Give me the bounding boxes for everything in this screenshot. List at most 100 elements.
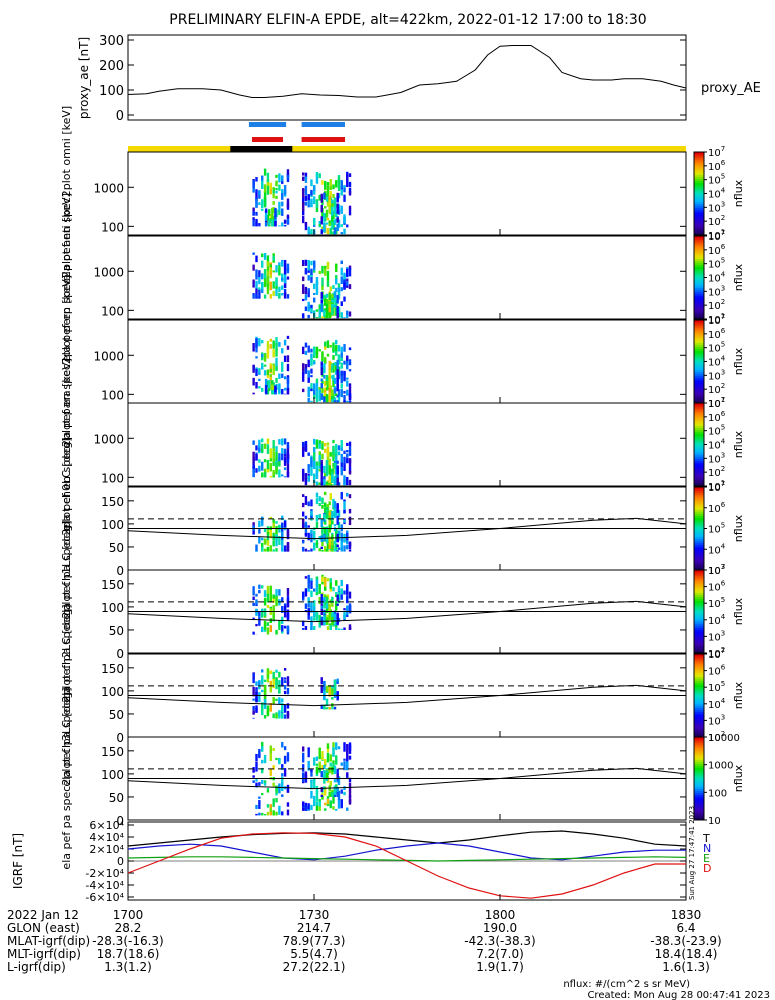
spectrogram-pixel: [269, 686, 272, 693]
colorbar-exponent: 3: [721, 563, 725, 571]
spectrogram-pixel: [255, 199, 258, 208]
spectrogram-pixel: [346, 310, 349, 316]
spectrogram-pixel: [318, 173, 321, 179]
spectrogram-pixel: [301, 764, 305, 772]
spectrogram-pixel: [335, 263, 338, 268]
igrf-ytick-label: -2×10⁴: [85, 867, 124, 880]
colorbar-segment: [694, 316, 704, 320]
colorbar-tick-label: 107: [708, 396, 725, 410]
colorbar-segment: [694, 423, 704, 427]
spectrogram-pixel: [313, 473, 316, 483]
spectrogram-pixel: [255, 381, 258, 389]
colorbar-segment: [694, 191, 704, 194]
spectrogram-pixel: [266, 255, 270, 265]
spectrogram-pixel: [286, 535, 290, 540]
spectrogram-pixel: [304, 259, 308, 266]
indicator-bar-red: [301, 137, 345, 142]
spectrogram-pixel: [324, 507, 327, 518]
spectrogram-pixel: [258, 812, 261, 816]
spectrogram-pixel: [324, 341, 327, 347]
spectrogram-pixel: [269, 462, 272, 472]
colorbar-segment: [694, 463, 704, 466]
colorbar-segment: [694, 369, 704, 373]
spectrogram-pixel: [324, 594, 327, 599]
spectrogram-pixel: [336, 296, 339, 304]
colorbar-segment: [694, 654, 704, 657]
panel-ytick-label: 50: [109, 708, 124, 722]
spectrogram-pixel: [252, 377, 255, 386]
spectrogram-pixel: [304, 444, 308, 452]
spectrogram-pixel: [336, 374, 339, 382]
colorbar-segment: [694, 817, 704, 821]
spectrogram-pixel: [325, 536, 329, 544]
spectrogram-pixel: [304, 267, 308, 275]
indicator-bar-blue: [248, 122, 287, 127]
spectrogram-pixel: [336, 680, 339, 684]
spectrogram-pixel: [304, 221, 308, 226]
spectrogram-pixel: [252, 179, 255, 189]
spectrogram-pixel: [333, 624, 337, 626]
colorbar-segment: [694, 289, 704, 293]
spectrogram-pixel: [337, 598, 341, 604]
colorbar-segment: [694, 342, 704, 346]
spectrogram-pixel: [283, 755, 287, 764]
colorbar-segment: [694, 250, 704, 254]
colorbar-segment: [694, 296, 704, 299]
colorbar-segment: [694, 718, 704, 721]
spectrogram-pixel: [318, 496, 321, 502]
spectrogram-pixel: [252, 293, 255, 297]
spectrogram-pixel: [272, 216, 275, 225]
spectrogram-pixel: [340, 532, 343, 537]
spectrogram-pixel: [333, 540, 337, 544]
spectrogram-pixel: [283, 714, 287, 719]
spectrogram-pixel: [335, 211, 338, 218]
colorbar-segment: [694, 224, 704, 228]
colorbar-segment: [694, 334, 704, 338]
colorbar-segment: [694, 565, 704, 569]
colorbar-segment: [694, 238, 704, 241]
spectrogram-pixel: [266, 627, 270, 635]
colorbar-segment: [694, 436, 704, 439]
spectrogram-pixel: [343, 590, 346, 595]
colorbar-exponent: 2: [721, 382, 725, 390]
colorbar-segment: [694, 774, 704, 777]
colorbar-segment: [694, 662, 704, 665]
spectrogram-pixel: [333, 789, 337, 793]
spectrogram-pixel: [283, 339, 287, 346]
spectrogram-pixel: [340, 628, 343, 630]
spectrogram-pixel: [266, 622, 270, 626]
spectrogram-pixel: [310, 606, 313, 610]
spectrogram-pixel: [275, 190, 278, 194]
spectrogram-pixel: [255, 608, 258, 616]
spectrogram-pixel: [255, 280, 258, 289]
spectrogram-pixel: [272, 748, 275, 751]
colorbar-exponent: 1: [721, 396, 725, 404]
spectrogram-pixel: [310, 400, 313, 403]
spectrogram-pixel: [274, 213, 277, 222]
spectrogram-pixel: [272, 611, 275, 621]
colorbar-segment: [694, 793, 704, 796]
colorbar-tick-label: 103: [708, 284, 725, 298]
spectrogram-pixel: [286, 809, 290, 816]
panel-ytick-label: 0: [116, 731, 124, 745]
spectrogram-pixel: [315, 475, 319, 479]
spectrogram-pixel: [321, 277, 324, 288]
spectrogram-pixel: [264, 208, 268, 213]
spectrogram-pixel: [328, 604, 331, 612]
spectrogram-pixel: [335, 621, 338, 626]
ae-ytick-label: 0: [116, 109, 124, 124]
spectrogram-pixel: [325, 298, 329, 304]
spectrogram-pixel: [331, 685, 334, 691]
spectrogram-pixel: [313, 617, 316, 621]
spectrogram-pixel: [252, 698, 255, 701]
colorbar-segment: [694, 421, 704, 425]
spectrogram-pixel: [266, 592, 270, 603]
spectrogram-pixel: [263, 782, 267, 786]
colorbar-tick-label: 100: [708, 788, 727, 799]
spectrogram-pixel: [286, 387, 290, 395]
spectrogram-pixel: [268, 211, 271, 215]
spectrogram-pixel: [324, 448, 327, 453]
colorbar-segment: [694, 763, 704, 767]
spectrogram-pixel: [266, 444, 270, 454]
